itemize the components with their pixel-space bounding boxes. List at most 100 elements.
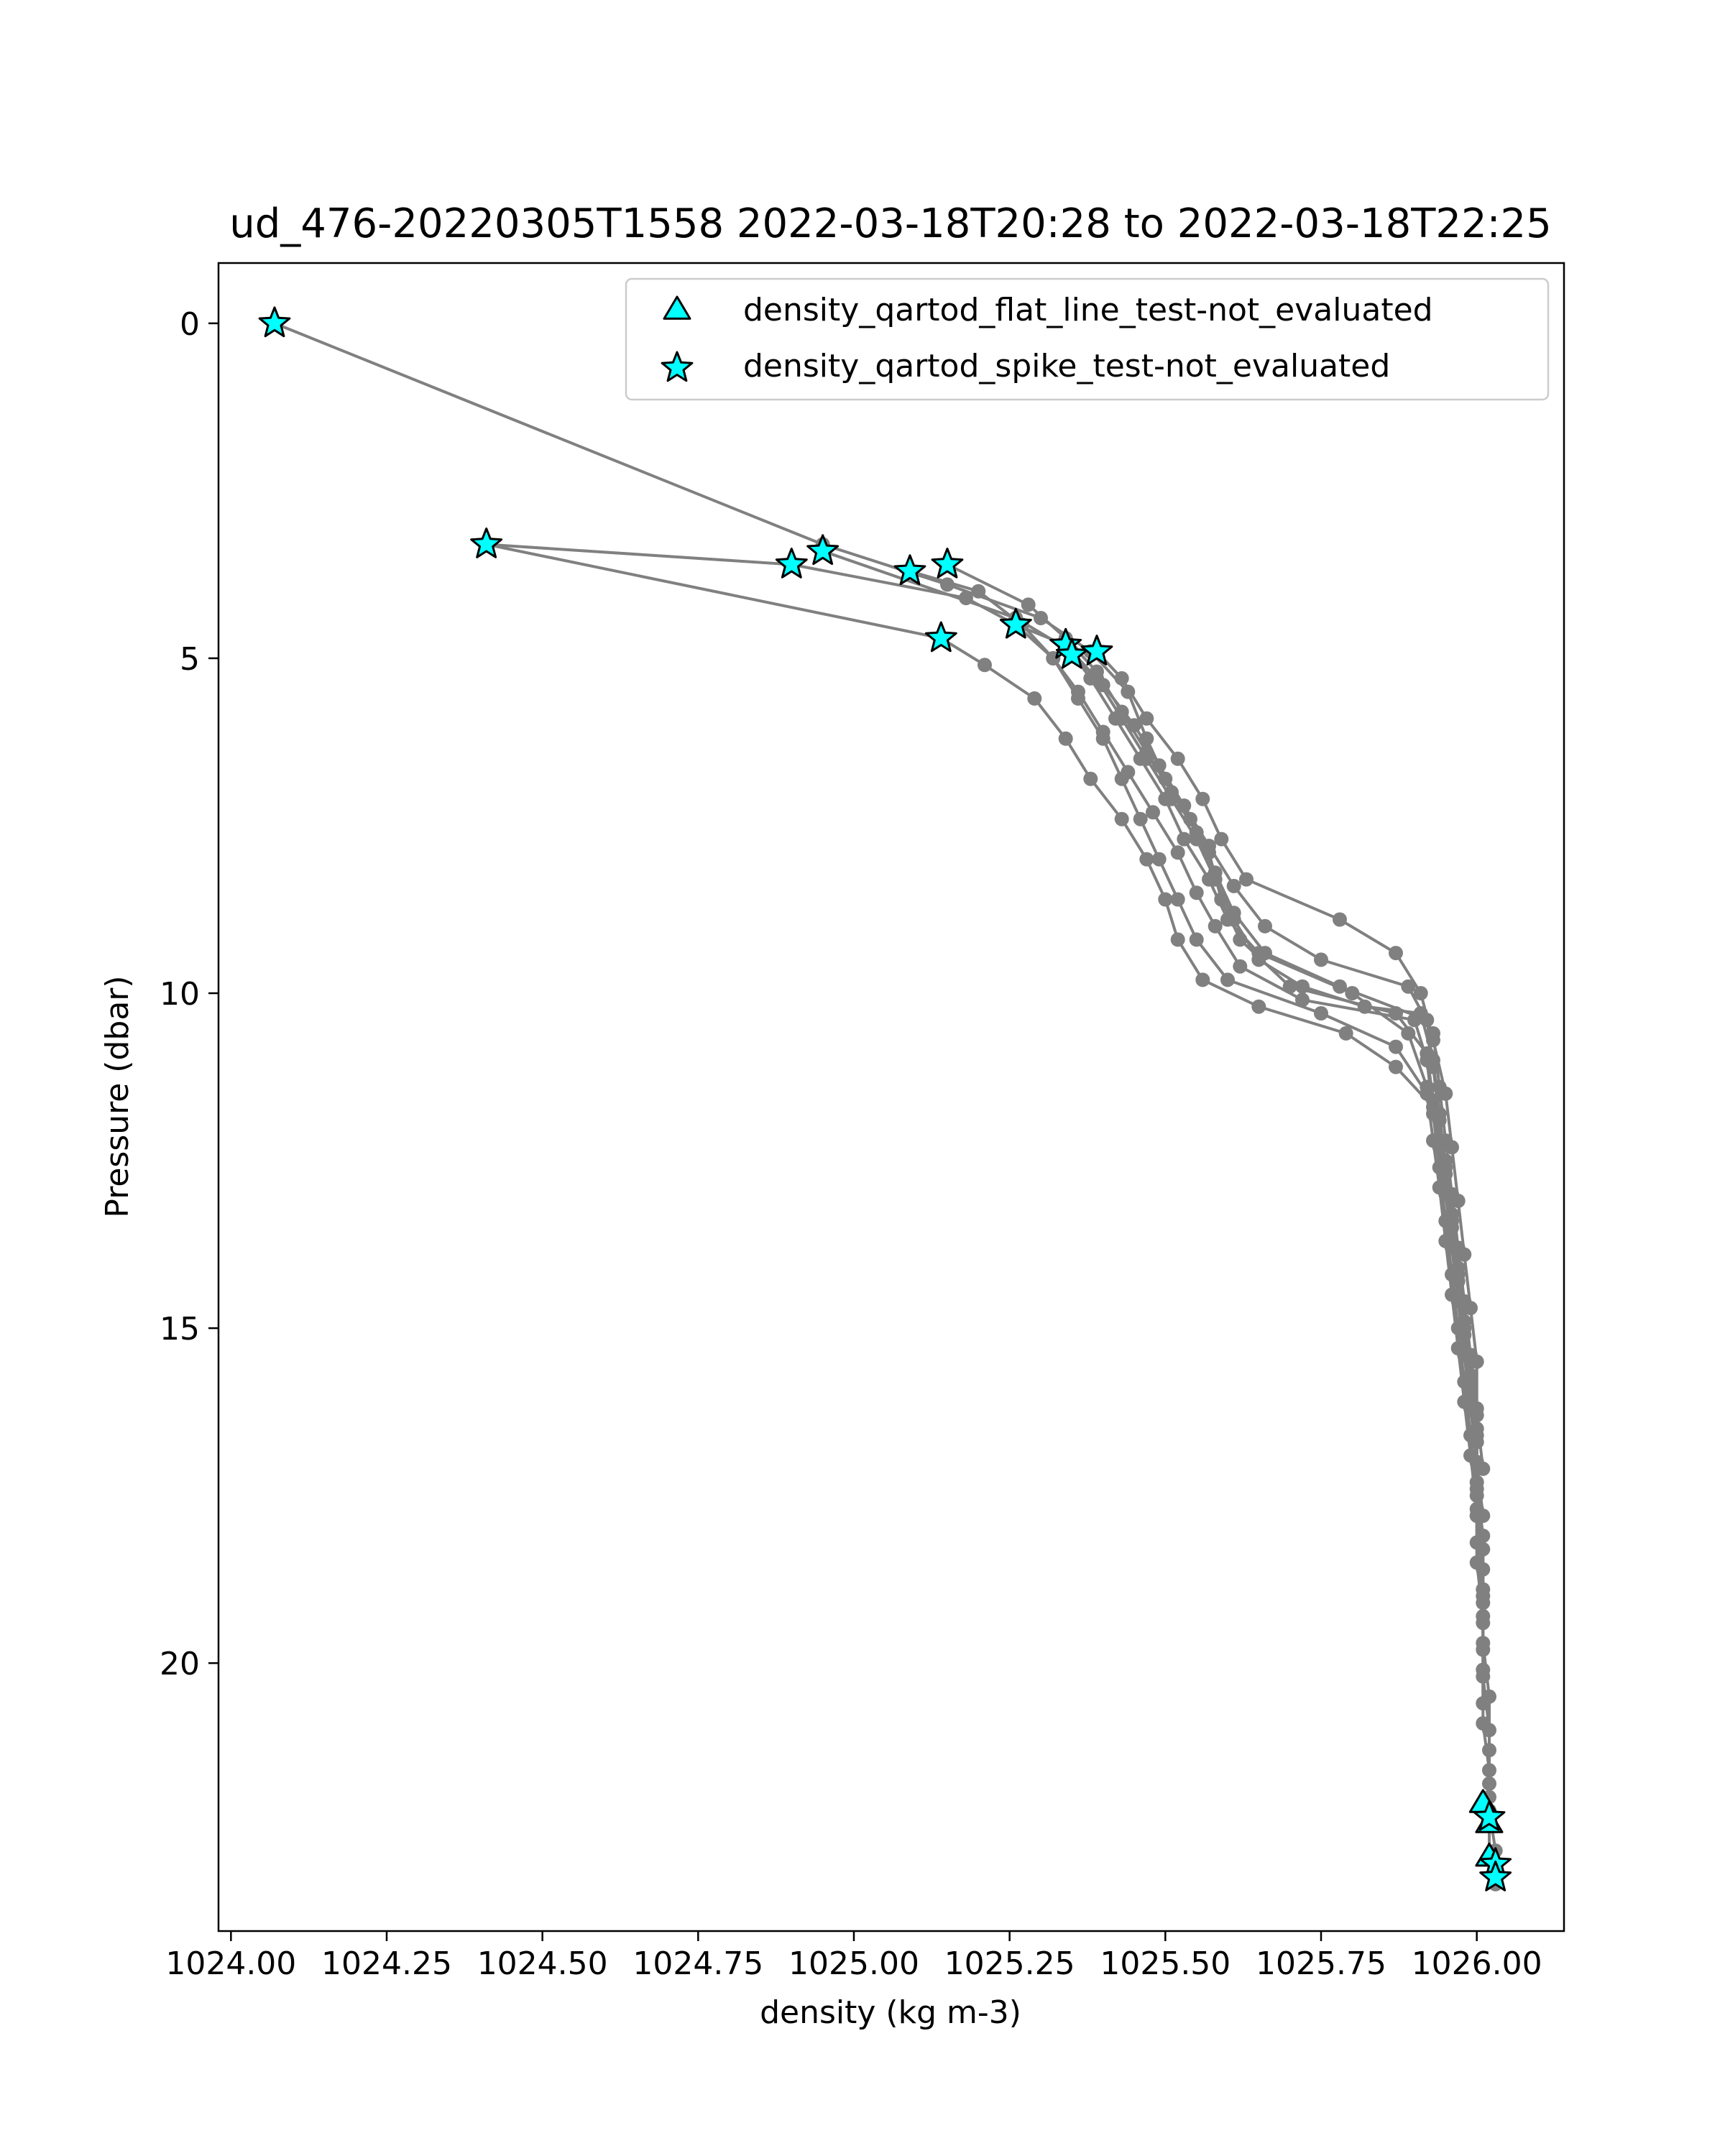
profile-point [1258,918,1272,934]
profile-point [1146,805,1160,820]
profile-point [1083,671,1098,686]
profile-point [1177,831,1192,847]
spike-flag-star [924,621,957,653]
profile-point [1251,946,1266,961]
profile-point [1450,1294,1466,1309]
spike-flag-star [1055,637,1088,669]
x-tick-label: 1025.25 [944,1945,1075,1982]
profile-point [1151,758,1167,773]
plot-area [218,263,1564,1931]
profile-series [1008,617,1484,1524]
spike-flag-star [806,534,840,566]
legend-triangle-icon [663,295,691,320]
profile-point [1202,839,1216,853]
profile-point [1432,1133,1447,1148]
profile-point [1469,1455,1484,1470]
profile-point [1189,831,1204,847]
profile-point [1476,1696,1491,1711]
profile-point [1195,791,1210,806]
chart-title: ud_476-20220305T1558 2022-03-18T20:28 to… [229,201,1552,247]
y-tick-label: 10 [160,976,200,1013]
x-tick-label: 1026.00 [1412,1945,1542,1982]
profile-point [1189,932,1204,947]
x-tick-label: 1024.75 [632,1945,763,1982]
spike-flag-star [999,607,1032,639]
y-axis: 0 5 10 15 20 [160,306,218,1682]
profile-point [1139,852,1154,867]
profile-point [971,584,986,599]
profile-point [1314,1006,1328,1021]
profile-point [1476,1716,1491,1731]
profile-point [1177,798,1192,813]
legend-label: density_qartod_flat_line_test-not_evalua… [743,292,1433,328]
profile-point [1220,912,1235,927]
profile-point [1095,724,1110,740]
legend: density_qartod_flat_line_test-not_evalua… [625,277,1550,401]
spike-flag-star [258,306,291,338]
profile-point [1027,691,1042,706]
profile-point [1108,711,1123,726]
profile-point [1457,1247,1472,1262]
profile-point [1389,1059,1403,1074]
spike-flag-star [1473,1800,1506,1831]
profile-point [1170,892,1185,907]
profile-point [1445,1140,1459,1155]
x-tick-label: 1024.00 [165,1945,296,1982]
profile-series [1090,644,1491,1476]
y-tick-label: 15 [160,1311,200,1348]
profile-point [1239,872,1254,887]
flag-series [258,306,1512,1892]
profile-point [1202,872,1216,887]
profile-point [1139,711,1154,726]
profile-point [1450,1194,1466,1208]
profile-point [1426,1033,1440,1048]
profile-point [1195,972,1210,987]
profile-point [1083,771,1098,786]
profile-point [1482,1763,1496,1778]
profile-point [1170,845,1185,860]
profile-point [1170,932,1185,947]
profile-line [1070,653,1478,1436]
x-tick-label: 1024.25 [321,1945,452,1982]
profile-point [1071,684,1085,699]
profile-point [1389,946,1403,961]
spike-flag-star [775,548,808,579]
profile-point [1158,791,1173,806]
legend-entry: density_qartod_flat_line_test-not_evalua… [663,292,1433,328]
legend-label: density_qartod_spike_test-not_evaluated [743,348,1390,384]
profile-point [1251,999,1266,1014]
y-tick-label: 5 [180,641,200,678]
profile-point [1226,878,1241,893]
profile-point [1114,671,1129,686]
profile-point [1058,731,1073,746]
profile-point [1463,1301,1478,1316]
profile-point [1220,972,1235,987]
profile-point [1233,959,1248,974]
profile-point [1482,1743,1496,1758]
legend-entry: density_qartod_spike_test-not_evaluated [661,348,1390,384]
plot-frame [217,262,1565,1932]
profile-point [1021,597,1036,612]
profile-point [1457,1348,1472,1363]
profile-point [1445,1240,1459,1256]
profile-point [1127,718,1141,733]
legend-box [625,277,1550,401]
x-tick-label: 1025.75 [1256,1945,1386,1982]
spike-flag-star [931,548,964,579]
profile-point [1158,892,1173,907]
profile-point [1295,979,1310,994]
profile-point [1133,811,1148,826]
profile-point [1333,912,1347,927]
profile-point [1121,765,1136,780]
profile-point [1401,1026,1416,1041]
profile-point [1114,811,1129,826]
x-tick-label: 1024.50 [477,1945,608,1982]
profile-point [1469,1508,1484,1524]
profile-point [1476,1542,1491,1557]
x-tick-label: 1025.50 [1100,1945,1230,1982]
legend-star-icon [661,351,694,382]
profile-point [1469,1354,1484,1369]
x-tick-label: 1025.00 [788,1945,919,1982]
